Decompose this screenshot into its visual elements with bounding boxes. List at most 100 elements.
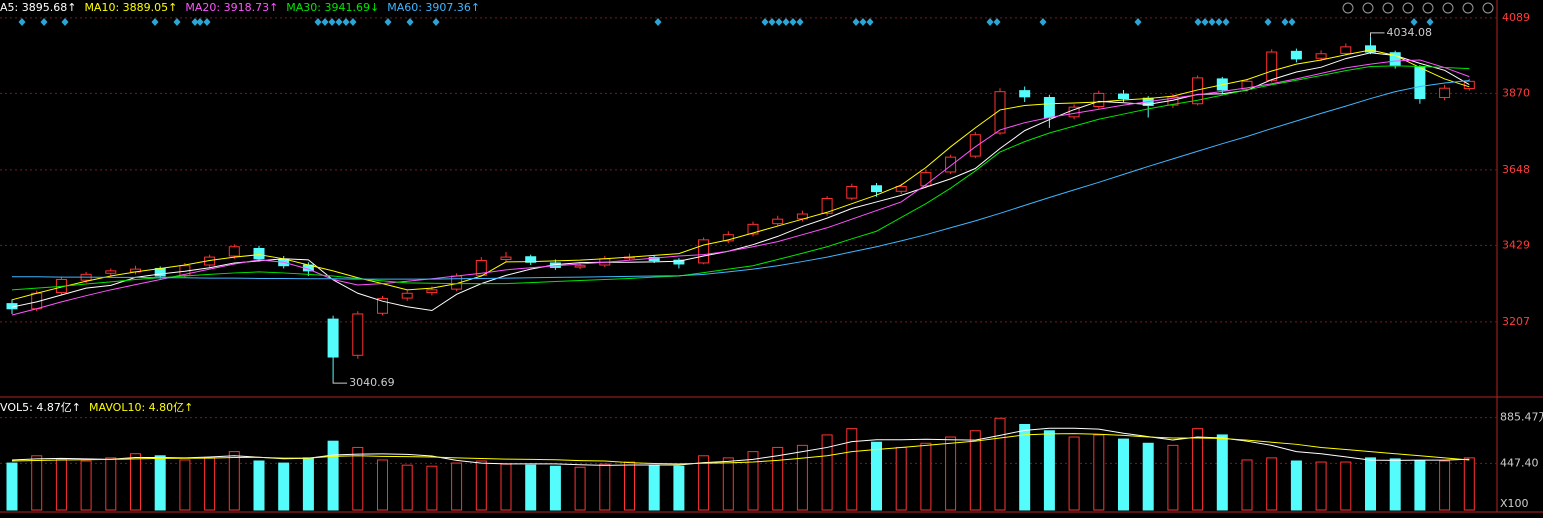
signal-marker: [654, 18, 662, 26]
volume-bar: [1118, 438, 1129, 511]
candle-body: [228, 246, 240, 257]
annotation: 3040.69: [349, 376, 395, 389]
volume-bar: [1068, 436, 1080, 511]
volume-bar: [549, 465, 561, 511]
signal-marker: [1208, 18, 1216, 26]
volume-bar: [6, 462, 18, 511]
tool-icon[interactable]: [1342, 2, 1354, 14]
ma-line: [11, 59, 1470, 316]
tool-icon[interactable]: [1462, 2, 1474, 14]
ma-line: [11, 65, 1470, 291]
candle-body: [920, 172, 932, 187]
candle-body: [1118, 93, 1129, 100]
candle-body: [525, 256, 537, 263]
volume-bar: [1216, 434, 1228, 511]
tool-icon[interactable]: [1482, 2, 1494, 14]
tool-icon[interactable]: [1382, 2, 1394, 14]
y-tick-label: 3207: [1502, 315, 1530, 328]
signal-marker: [196, 18, 204, 26]
signal-marker: [349, 18, 357, 26]
legend-entry: MA20: 3918.73↑: [185, 1, 278, 14]
y-tick-label: 3648: [1502, 163, 1530, 176]
candle-body: [945, 156, 957, 173]
volume-bar: [722, 457, 734, 511]
annotation: 4034.08: [1387, 26, 1433, 39]
candle-body: [1414, 66, 1426, 100]
volume-bar: [228, 451, 240, 511]
volume-bar: [130, 453, 141, 511]
toolbar: [1342, 2, 1494, 14]
candle-body: [574, 265, 586, 268]
signal-marker: [384, 18, 392, 26]
volume-bar: [821, 434, 833, 511]
ma-line: [11, 52, 1470, 312]
candle-body: [327, 318, 339, 358]
volume-bar: [945, 436, 957, 511]
legend-entry: MA60: 3907.36↑: [387, 1, 480, 14]
candle-body: [722, 234, 734, 242]
volume-bar: [500, 463, 512, 511]
volume-bar: [525, 464, 537, 511]
volume-bar: [1439, 460, 1451, 511]
y-tick-label: 447.40: [1500, 456, 1539, 469]
candle-body: [1266, 51, 1278, 81]
volume-bar: [1043, 430, 1055, 511]
tool-icon[interactable]: [1402, 2, 1414, 14]
ma-line: [12, 80, 1470, 280]
candle-body: [772, 218, 784, 225]
volume-bar: [80, 460, 92, 511]
signal-marker: [203, 18, 211, 26]
volume-bar: [1241, 459, 1253, 511]
tool-icon[interactable]: [1422, 2, 1434, 14]
volume-bar: [796, 444, 808, 511]
signal-marker: [173, 18, 181, 26]
volume-bar: [1315, 461, 1327, 511]
volume-bar: [574, 466, 586, 511]
tool-icon[interactable]: [1442, 2, 1454, 14]
volume-bar: [599, 463, 611, 511]
candle-body: [1019, 90, 1031, 98]
signal-marker: [1281, 18, 1289, 26]
candle-body: [377, 297, 388, 314]
signal-marker: [1194, 18, 1202, 26]
candle-body: [821, 198, 833, 214]
candle-body: [1043, 97, 1055, 119]
volume-bar: [352, 446, 364, 511]
candle-body: [871, 185, 882, 193]
signal-marker: [1222, 18, 1230, 26]
volume-bar: [1142, 442, 1154, 511]
signal-marker: [1288, 18, 1296, 26]
annotation-leader: [1370, 32, 1385, 37]
volume-bar: [327, 440, 339, 511]
signal-marker: [328, 18, 336, 26]
signal-marker: [1134, 18, 1142, 26]
volume-bar: [673, 465, 685, 511]
candle-body: [969, 134, 981, 157]
candle-body: [1365, 45, 1376, 53]
volume-bar: [55, 458, 67, 511]
candle-body: [698, 239, 710, 264]
candle-body: [1340, 46, 1352, 54]
signal-marker: [342, 18, 350, 26]
signal-marker: [768, 18, 776, 26]
volume-bar: [1389, 458, 1401, 511]
signal-marker: [789, 18, 797, 26]
tool-icon[interactable]: [1362, 2, 1374, 14]
signal-marker: [859, 18, 867, 26]
candle-body: [1315, 53, 1327, 59]
legend-entry: MA30: 3941.69↓: [286, 1, 379, 14]
signal-marker: [61, 18, 69, 26]
volume-bar: [179, 459, 191, 511]
signal-marker: [852, 18, 860, 26]
volume-bar: [154, 455, 166, 511]
legend-entry: MAVOL10: 4.80亿↑: [89, 401, 193, 414]
volume-bar: [1192, 428, 1204, 511]
candle-body: [673, 259, 685, 265]
volume-bar: [895, 446, 907, 511]
volume-bar: [1290, 460, 1302, 511]
ma-line: [11, 49, 1470, 301]
legend-entry: MA10: 3889.05↑: [84, 1, 177, 14]
candle-body: [846, 185, 858, 199]
signal-marker: [1215, 18, 1223, 26]
